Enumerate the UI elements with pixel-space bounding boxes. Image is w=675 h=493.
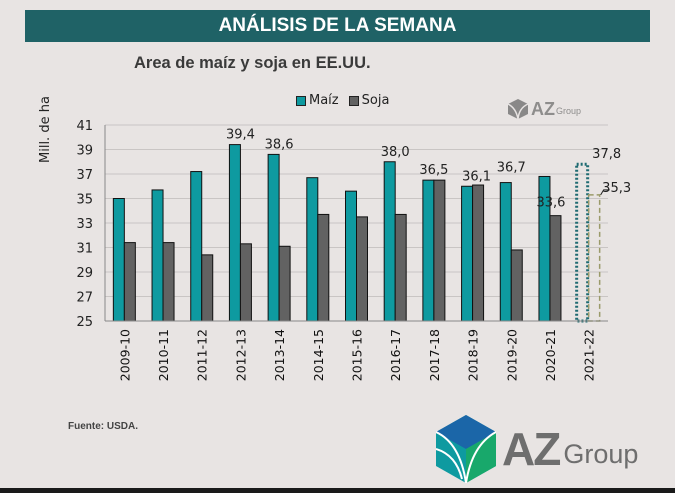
bottom-border: [0, 488, 675, 493]
y-tick-label: 41: [76, 119, 93, 134]
bars: [112, 144, 601, 323]
bar-soja-2020-21: [549, 215, 562, 322]
az-cube-icon: [507, 99, 529, 120]
az-cube-logo-icon: [436, 415, 496, 483]
x-tick-label: 2011-12: [195, 329, 210, 381]
az-group-logo: AZ Group: [436, 415, 638, 483]
x-tick-label: 2018-19: [466, 329, 481, 381]
bar-maiz-2012-13: [228, 144, 241, 322]
data-label: 36,1: [462, 169, 491, 184]
data-label: 36,7: [497, 161, 526, 176]
y-tick-label: 31: [76, 242, 93, 257]
bar-soja-2019-20: [510, 249, 523, 322]
x-tick-label: 2016-17: [388, 329, 403, 381]
x-tick-label: 2010-11: [156, 329, 171, 381]
data-label: 36,5: [419, 163, 448, 178]
data-label: 38,6: [265, 137, 294, 152]
x-tick-label: 2021-22: [582, 329, 597, 381]
y-tick-label: 37: [76, 168, 93, 183]
x-tick-label: 2020-21: [543, 329, 558, 381]
legend-item-maiz: Maíz: [296, 93, 339, 108]
bar-maiz-2014-15: [306, 177, 319, 322]
x-tick-label: 2014-15: [311, 329, 326, 381]
logo-az-text: AZ: [502, 423, 561, 475]
bar-soja-2015-16: [356, 216, 368, 322]
legend: Maíz Soja: [296, 93, 389, 108]
x-tick-label: 2017-18: [427, 329, 442, 381]
data-label: 37,8: [592, 147, 621, 162]
legend-swatch-soja: [348, 95, 359, 106]
data-label: 35,3: [602, 181, 631, 196]
bar-soja-2018-19: [472, 184, 485, 322]
data-label: 39,4: [226, 128, 255, 143]
bar-soja-2017-18: [433, 179, 446, 322]
y-tick-label: 25: [76, 315, 93, 330]
bar-soja-2021-22: [587, 194, 601, 322]
az-group-watermark-logo: AZ Group: [507, 98, 581, 120]
x-tick-label: 2013-14: [272, 329, 287, 381]
data-label: 38,0: [381, 145, 410, 160]
x-tick-label: 2019-20: [504, 329, 519, 381]
y-tick-labels: 25 27 29 31 33 35 37 39 41: [76, 119, 93, 330]
legend-swatch-maiz: [296, 95, 306, 106]
x-tick-label: 2015-16: [350, 329, 365, 381]
y-tick-label: 39: [76, 144, 93, 159]
logo-group-text: Group: [563, 438, 639, 469]
bar-maiz-2011-12: [190, 171, 203, 322]
bar-soja-2016-17: [394, 213, 407, 322]
bar-soja-2011-12: [201, 254, 214, 322]
bar-soja-2010-11: [162, 242, 175, 322]
bar-maiz-2013-14: [267, 153, 280, 322]
bar-soja-2014-15: [317, 213, 330, 322]
x-tick-labels: 2009-10 2010-11 2011-12 2012-13 2013-14 2014-…: [117, 329, 596, 381]
y-tick-label: 35: [76, 193, 93, 208]
y-tick-label: 33: [76, 217, 93, 232]
bar-maiz-2021-22: [575, 162, 590, 323]
banner-title: ANÁLISIS DE LA SEMANA: [25, 10, 650, 42]
y-tick-label: 27: [76, 291, 93, 306]
data-label: 33,6: [536, 196, 565, 211]
chart-title: Area de maíz y soja en EE.UU.: [134, 54, 371, 72]
bar-maiz-2017-18: [422, 179, 435, 322]
source-note: Fuente: USDA.: [68, 421, 138, 432]
bar-maiz-2019-20: [499, 182, 512, 322]
bar-maiz-2018-19: [461, 185, 474, 322]
bar-maiz-2009-10: [112, 198, 125, 322]
x-tick-label: 2012-13: [233, 329, 248, 381]
data-labels: 39,4 38,6 38,0 36,5 36,1 36,7 33,6 37,8 35,3: [226, 128, 631, 211]
bar-maiz-2016-17: [383, 161, 396, 322]
bar-maiz-2015-16: [345, 190, 357, 322]
label-leader-line: [600, 189, 610, 196]
y-tick-label: 29: [76, 266, 93, 281]
legend-label-soja: Soja: [361, 93, 390, 108]
bar-soja-2009-10: [123, 242, 136, 322]
mini-logo-az: AZ: [531, 98, 555, 119]
mini-logo-group: Group: [556, 106, 582, 116]
legend-item-soja: Soja: [348, 93, 390, 108]
legend-label-maiz: Maíz: [309, 93, 339, 108]
bar-maiz-2010-11: [151, 189, 164, 322]
bar-soja-2012-13: [239, 243, 252, 322]
x-tick-label: 2009-10: [117, 329, 132, 381]
bar-soja-2013-14: [278, 245, 291, 322]
